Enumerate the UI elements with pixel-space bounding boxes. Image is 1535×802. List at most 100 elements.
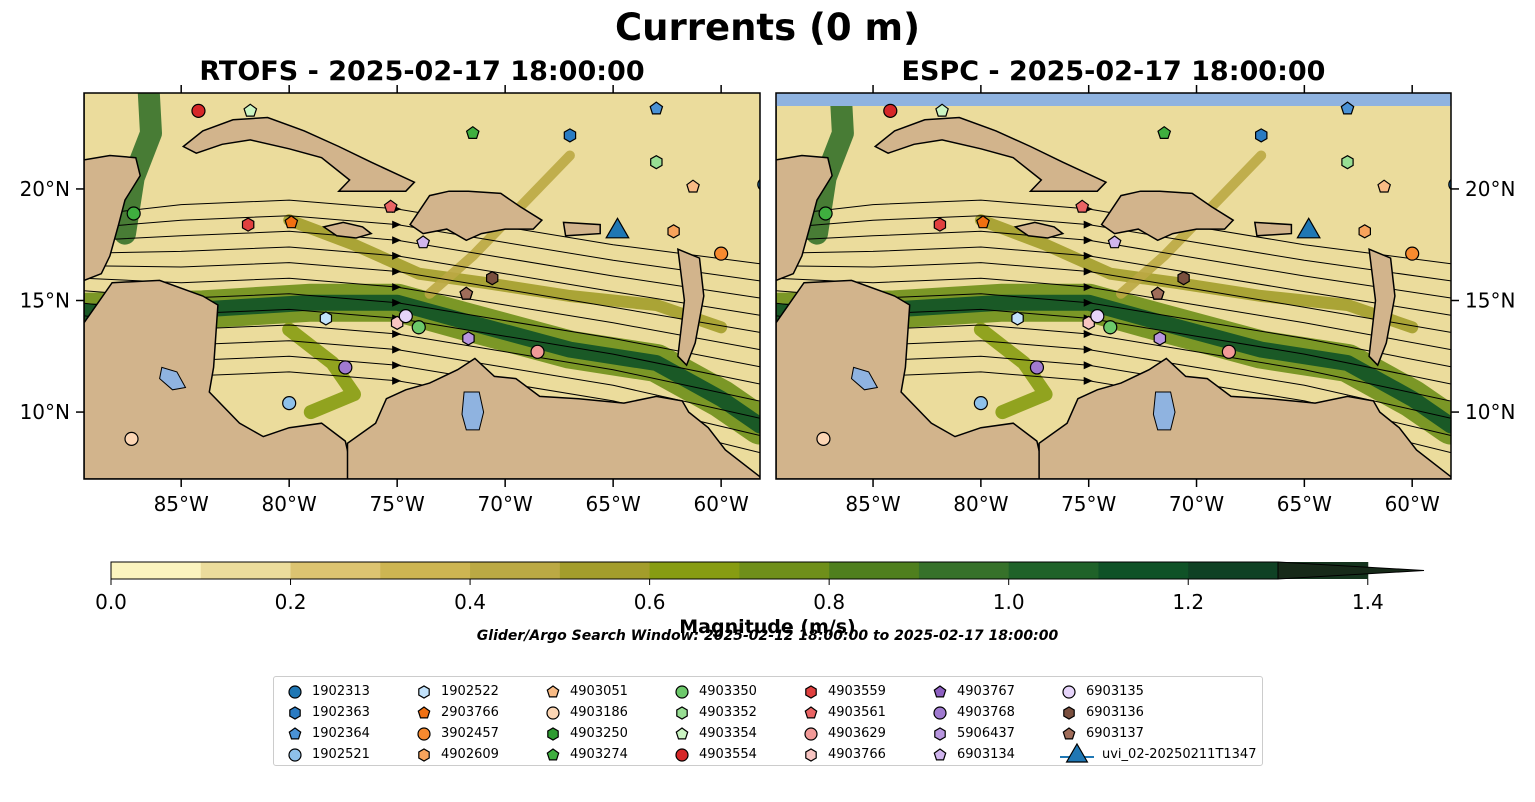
- legend-label: 2903766: [441, 705, 499, 720]
- legend-label: 4903051: [570, 684, 628, 699]
- colorbar-tick-label: 1.2: [1172, 590, 1204, 614]
- legend-item: 4903352: [673, 702, 757, 723]
- colorbar-label: Magnitude (m/s): [679, 616, 856, 638]
- legend-marker: [1062, 726, 1076, 739]
- marker-uvi_02-20250211T1347: [605, 217, 630, 239]
- marker-4903229: [126, 206, 141, 221]
- land-jamaica: [1013, 221, 1065, 239]
- legend-item: 3902457: [415, 723, 499, 744]
- legend-item: 4903561: [802, 702, 886, 723]
- legend-item: 4903559: [802, 681, 886, 702]
- legend-item: 4903766: [802, 744, 886, 765]
- marker-1902364: [649, 101, 664, 115]
- streamline-arrow: [392, 267, 402, 276]
- marker-4902609: [667, 224, 680, 239]
- legend-item: 1902363: [286, 702, 370, 723]
- marker-4903354: [243, 103, 258, 117]
- legend-pentagon-marker: [675, 726, 689, 739]
- legend-marker: [933, 747, 947, 760]
- legend-marker: [418, 684, 430, 699]
- streamline-arrow: [1083, 251, 1093, 260]
- legend-marker: [546, 684, 560, 697]
- legend-marker: [804, 726, 818, 741]
- marker-5906437: [462, 331, 475, 346]
- lon-tick-label: 65°W: [586, 492, 641, 516]
- land-smallIslands: [676, 248, 705, 367]
- legend-hexagon-marker: [676, 705, 688, 720]
- colorbar-tick-label: 0.8: [813, 590, 845, 614]
- streamline-arrow: [1083, 361, 1093, 370]
- marker-4903186: [816, 431, 831, 446]
- legend-item: 4903767: [931, 681, 1015, 702]
- land-cuba: [873, 116, 1108, 192]
- lon-tick-label: 85°W: [154, 492, 209, 516]
- legend-marker: [288, 684, 302, 699]
- legend-circle-marker: [675, 747, 689, 762]
- legend-hexagon-marker: [805, 684, 817, 699]
- marker-6903137: [459, 286, 474, 300]
- colorbar-segment: [380, 562, 471, 579]
- colorbar-frame: [110, 561, 1279, 580]
- legend-pentagon-marker: [417, 705, 431, 718]
- legend-hexagon-marker: [418, 747, 430, 762]
- legend-pentagon-marker: [546, 684, 560, 697]
- marker-4903559: [933, 217, 947, 232]
- marker-4903554: [191, 103, 206, 118]
- marker-4902609: [1358, 224, 1372, 239]
- rtofs-panel-title: RTOFS - 2025-02-17 18:00:00: [199, 56, 645, 87]
- land-yucatan: [84, 154, 142, 282]
- legend-label: 6903134: [957, 747, 1015, 762]
- legend-label: 1902313: [312, 684, 370, 699]
- legend-item: 1902522: [415, 681, 499, 702]
- colorbar-tick-label: 0.2: [275, 590, 307, 614]
- colorbar-tick-label: 0.4: [454, 590, 486, 614]
- marker-4903352: [1341, 155, 1354, 170]
- legend-circle-marker: [288, 747, 302, 762]
- legend-label: 6903135: [1086, 684, 1144, 699]
- colorbar-tick-label: 0.0: [95, 590, 127, 614]
- legend-label: 6903137: [1086, 726, 1144, 741]
- colorbar-segment: [1188, 562, 1279, 579]
- colorbar-segment: [918, 562, 1010, 579]
- marker-6903134: [1107, 235, 1122, 249]
- legend-item: 4903554: [673, 744, 757, 765]
- legend-marker: [1062, 684, 1076, 699]
- marker-4903561: [1075, 199, 1090, 213]
- streamline-arrow: [392, 251, 402, 260]
- espc-map: [776, 93, 1451, 479]
- legend-item: 4903354: [673, 723, 757, 744]
- lon-tick-label: 80°W: [262, 492, 317, 516]
- legend-item: 1902313: [286, 681, 370, 702]
- legend-label: 4903354: [699, 726, 757, 741]
- marker-6903136: [1177, 271, 1190, 286]
- lon-tick-label: 70°W: [1169, 492, 1224, 516]
- lat-tick-label: 10°N: [1465, 400, 1515, 424]
- espc-panel-title: ESPC - 2025-02-17 18:00:00: [901, 56, 1326, 87]
- legend-item: 6903137: [1060, 723, 1144, 744]
- legend-marker: [675, 747, 689, 762]
- land-jamaica: [321, 221, 373, 239]
- streamline-arrow: [1083, 376, 1093, 385]
- legend-label: 4903250: [570, 726, 628, 741]
- legend-hexagon-marker: [547, 726, 559, 741]
- marker-4903629: [1221, 344, 1236, 359]
- map-frame: [83, 92, 761, 480]
- streamline-arrow: [1083, 345, 1093, 354]
- legend-item: 6903136: [1060, 702, 1144, 723]
- lat-tick-label: 10°N: [20, 400, 70, 424]
- legend-label: 5906437: [957, 726, 1015, 741]
- legend-marker: [546, 705, 560, 720]
- marker-1902363: [1254, 128, 1268, 143]
- colorbar-segment: [559, 562, 651, 579]
- lake-nicaragua: [850, 366, 879, 391]
- current-jet: [973, 322, 1053, 420]
- marker-6903137: [1150, 286, 1165, 300]
- figure-title: Currents (0 m): [614, 6, 920, 49]
- land-southAmerica: [1038, 357, 1451, 479]
- lon-tick-label: 60°W: [694, 492, 749, 516]
- streamline-arrow: [392, 283, 402, 292]
- land-southAmerica: [346, 357, 760, 479]
- legend-pentagon-marker: [288, 726, 302, 739]
- legend-label: 4903554: [699, 747, 757, 762]
